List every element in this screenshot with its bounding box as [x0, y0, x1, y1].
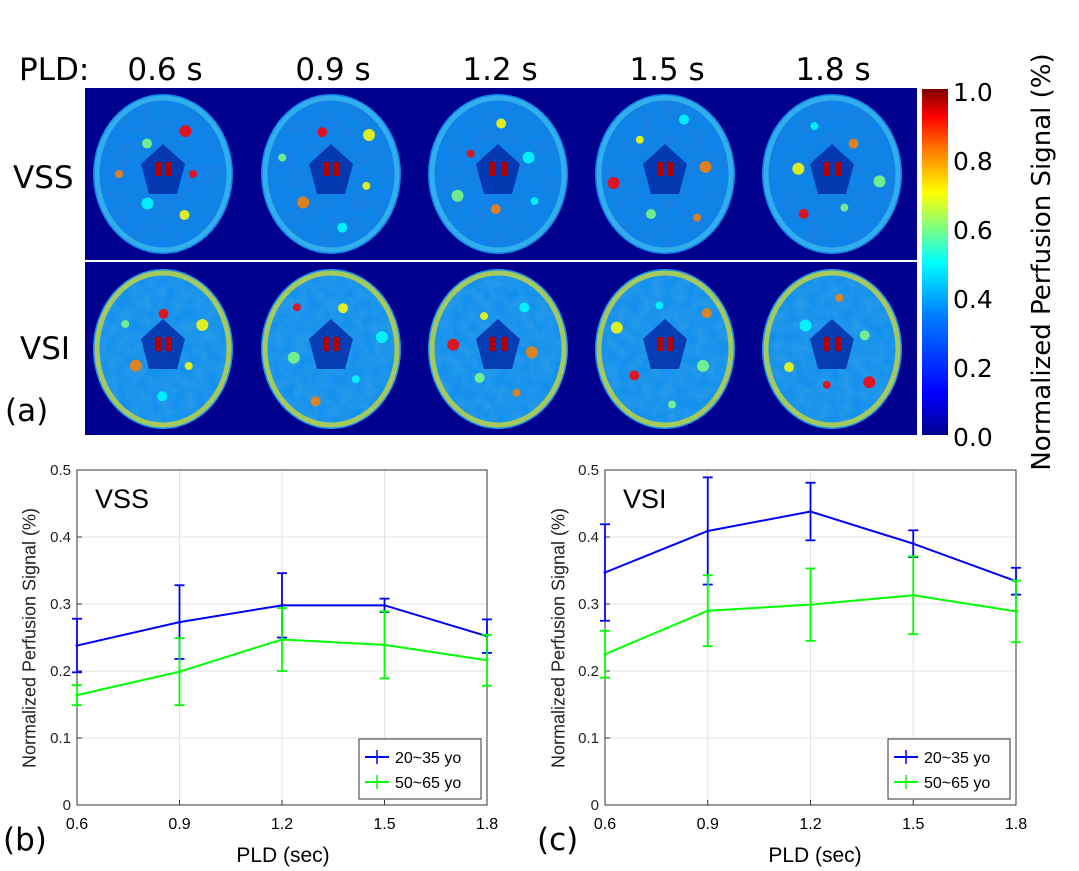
brain-map-r0-c4	[762, 94, 902, 254]
chart-vsi-xtick-label: 1.2	[799, 816, 821, 833]
chart-vss-xtick-label: 1.8	[476, 816, 498, 833]
brain-map-r1-c4	[762, 269, 902, 429]
chart-vsi-series-1-point	[911, 593, 915, 597]
brain-map-r0-c2	[428, 94, 568, 254]
pld-header-4: 1.8 s	[795, 52, 871, 88]
chart-vss-series-1-point	[485, 658, 489, 662]
chart-vsi-ytick-label: 0	[591, 797, 599, 814]
chart-vsi-legend-label-0: 20~35 yo	[924, 750, 990, 767]
chart-vss-ytick-label: 0.5	[50, 462, 71, 479]
chart-vss-ytick-label: 0.1	[50, 730, 71, 747]
chart-vss-xtick-label: 1.2	[271, 816, 293, 833]
chart-vss-series-0-point	[75, 644, 79, 648]
chart-vss-legend-label-0: 20~35 yo	[395, 750, 461, 767]
chart-vss-ytick-label: 0.2	[50, 663, 71, 680]
chart-vsi-title: VSI	[623, 484, 667, 514]
chart-vsi-ytick-label: 0.4	[578, 529, 599, 546]
chart-vsi-ytick-label: 0.1	[578, 730, 599, 747]
chart-vss-ytick-label: 0.4	[50, 529, 71, 546]
chart-vsi-ylabel: Normalized Perfusion Signal (%)	[548, 507, 569, 769]
chart-vss-title: VSS	[95, 484, 149, 514]
chart-vsi-series-0-point	[603, 571, 607, 575]
row-label-vss: VSS	[13, 160, 74, 196]
row-label-vsi: VSI	[20, 331, 71, 367]
chart-vss-xlabel: PLD (sec)	[236, 844, 330, 867]
perfusion-map-images	[85, 94, 917, 429]
chart-vsi-xtick-label: 1.8	[1005, 816, 1027, 833]
panel-label-b: (b)	[3, 822, 47, 858]
chart-vss-series-1-point	[383, 643, 386, 647]
panel-label-c: (c)	[537, 822, 579, 858]
chart-vss-legend-label-1: 50~65 yo	[395, 775, 461, 792]
brain-map-r0-c3	[595, 94, 735, 254]
colorbar-tick-0-6: 0.6	[953, 216, 993, 245]
chart-vss-xtick-label: 0.9	[168, 816, 190, 833]
pld-header-2: 1.2 s	[462, 52, 538, 88]
chart-vss-series-1-point	[178, 670, 181, 674]
colorbar-tick-0-2: 0.2	[953, 354, 993, 383]
pld-prefix-label: PLD:	[19, 52, 90, 88]
chart-vsi-xtick-label: 0.6	[594, 816, 616, 833]
chart-vsi: 0 0.1 0.2 0.3 0.4 0.5 0.6 0.9 1.2 1.5 1.8 VSI 20~35 …	[578, 462, 1027, 833]
pld-header-3: 1.5 s	[629, 52, 705, 88]
colorbar-tick-1-0: 1.0	[953, 78, 993, 107]
chart-vsi-xtick-label: 0.9	[697, 816, 719, 833]
chart-vss-ylabel: Normalized Perfusion Signal (%)	[19, 507, 40, 769]
chart-vsi-series-0-point	[911, 542, 915, 546]
chart-vsi-series-1-point	[706, 609, 710, 613]
chart-vss-series-1-point	[280, 638, 284, 642]
colorbar-tick-0-8: 0.8	[953, 147, 993, 176]
chart-vss-series-0-point	[280, 603, 284, 607]
brain-map-r1-c1	[261, 269, 401, 429]
colorbar-title: Normalized Perfusion Signal (%)	[1027, 53, 1057, 471]
chart-vss-series-1-point	[75, 693, 79, 697]
colorbar-tick-0-0: 0.0	[953, 423, 993, 452]
pld-header-0: 0.6 s	[127, 52, 203, 88]
brain-map-r0-c1	[261, 94, 401, 254]
chart-vsi-series-1-point	[809, 603, 812, 607]
chart-vss-xtick-label: 1.5	[373, 816, 395, 833]
brain-map-r1-c2	[428, 269, 568, 429]
chart-vsi-legend	[887, 738, 1011, 800]
brain-map-r1-c3	[595, 269, 735, 429]
chart-vss-ytick-label: 0.3	[50, 596, 71, 613]
brain-map-r1-c0	[93, 269, 233, 429]
chart-vsi-series-1-point	[1014, 609, 1018, 613]
chart-vsi-series-0-point	[809, 510, 812, 514]
chart-vsi-series-1-point	[603, 652, 607, 656]
chart-vsi-ytick-label: 0.3	[578, 596, 599, 613]
panel-label-a: (a)	[5, 393, 49, 429]
colorbar-tick-0-4: 0.4	[953, 285, 993, 314]
chart-vsi-series-0-point	[706, 529, 710, 533]
colorbar	[922, 89, 948, 435]
chart-vsi-xtick-label: 1.5	[902, 816, 924, 833]
brain-map-r0-c0	[93, 94, 233, 254]
chart-vss-series-0-point	[383, 603, 386, 607]
chart-vsi-ytick-label: 0.2	[578, 663, 599, 680]
chart-vsi-xlabel: PLD (sec)	[768, 844, 862, 867]
chart-vss-ytick-label: 0	[63, 797, 71, 814]
chart-vss-xtick-label: 0.6	[66, 816, 88, 833]
chart-vss-legend	[358, 738, 482, 800]
chart-vsi-ytick-label: 0.5	[578, 462, 599, 479]
chart-vss-series-0-point	[178, 620, 181, 624]
perfusion-map-grid	[85, 88, 917, 435]
chart-vsi-legend-label-1: 50~65 yo	[924, 775, 990, 792]
chart-vss: 0 0.1 0.2 0.3 0.4 0.5 0.6 0.9 1.2 1.5 1.8 VSS 20~35 …	[50, 462, 498, 833]
pld-header-1: 0.9 s	[295, 52, 371, 88]
